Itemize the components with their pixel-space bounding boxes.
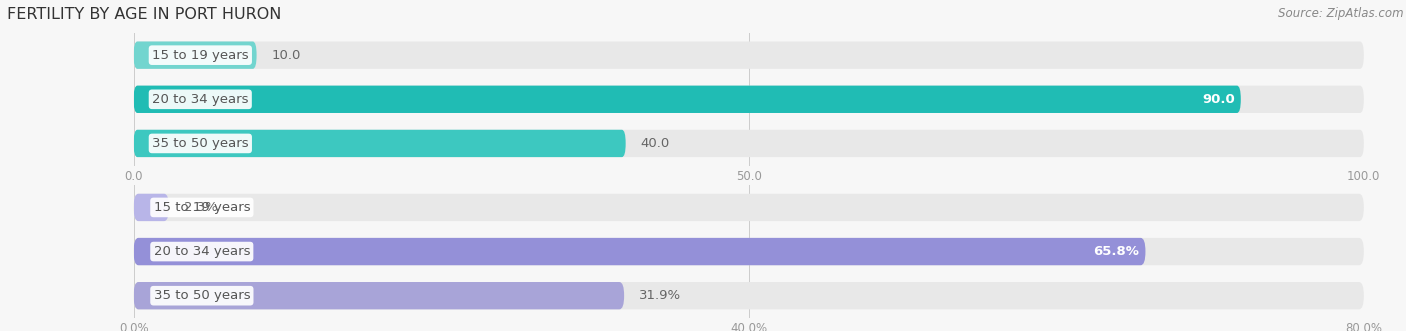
FancyBboxPatch shape [134, 194, 1364, 221]
Text: 2.3%: 2.3% [184, 201, 218, 214]
Text: 15 to 19 years: 15 to 19 years [152, 49, 249, 62]
FancyBboxPatch shape [134, 194, 169, 221]
Text: 65.8%: 65.8% [1094, 245, 1139, 258]
Text: 35 to 50 years: 35 to 50 years [153, 289, 250, 302]
FancyBboxPatch shape [134, 86, 1364, 113]
Text: 20 to 34 years: 20 to 34 years [152, 93, 249, 106]
FancyBboxPatch shape [134, 130, 626, 157]
FancyBboxPatch shape [134, 282, 624, 309]
FancyBboxPatch shape [134, 130, 1364, 157]
Text: 35 to 50 years: 35 to 50 years [152, 137, 249, 150]
Text: 31.9%: 31.9% [638, 289, 681, 302]
FancyBboxPatch shape [134, 41, 257, 69]
FancyBboxPatch shape [134, 238, 1364, 265]
Text: 20 to 34 years: 20 to 34 years [153, 245, 250, 258]
FancyBboxPatch shape [134, 41, 1364, 69]
Text: 40.0: 40.0 [641, 137, 669, 150]
Text: 90.0: 90.0 [1202, 93, 1234, 106]
FancyBboxPatch shape [134, 238, 1146, 265]
FancyBboxPatch shape [134, 86, 1240, 113]
Text: Source: ZipAtlas.com: Source: ZipAtlas.com [1278, 7, 1403, 20]
Text: FERTILITY BY AGE IN PORT HURON: FERTILITY BY AGE IN PORT HURON [7, 7, 281, 22]
FancyBboxPatch shape [134, 282, 1364, 309]
Text: 10.0: 10.0 [271, 49, 301, 62]
Text: 15 to 19 years: 15 to 19 years [153, 201, 250, 214]
